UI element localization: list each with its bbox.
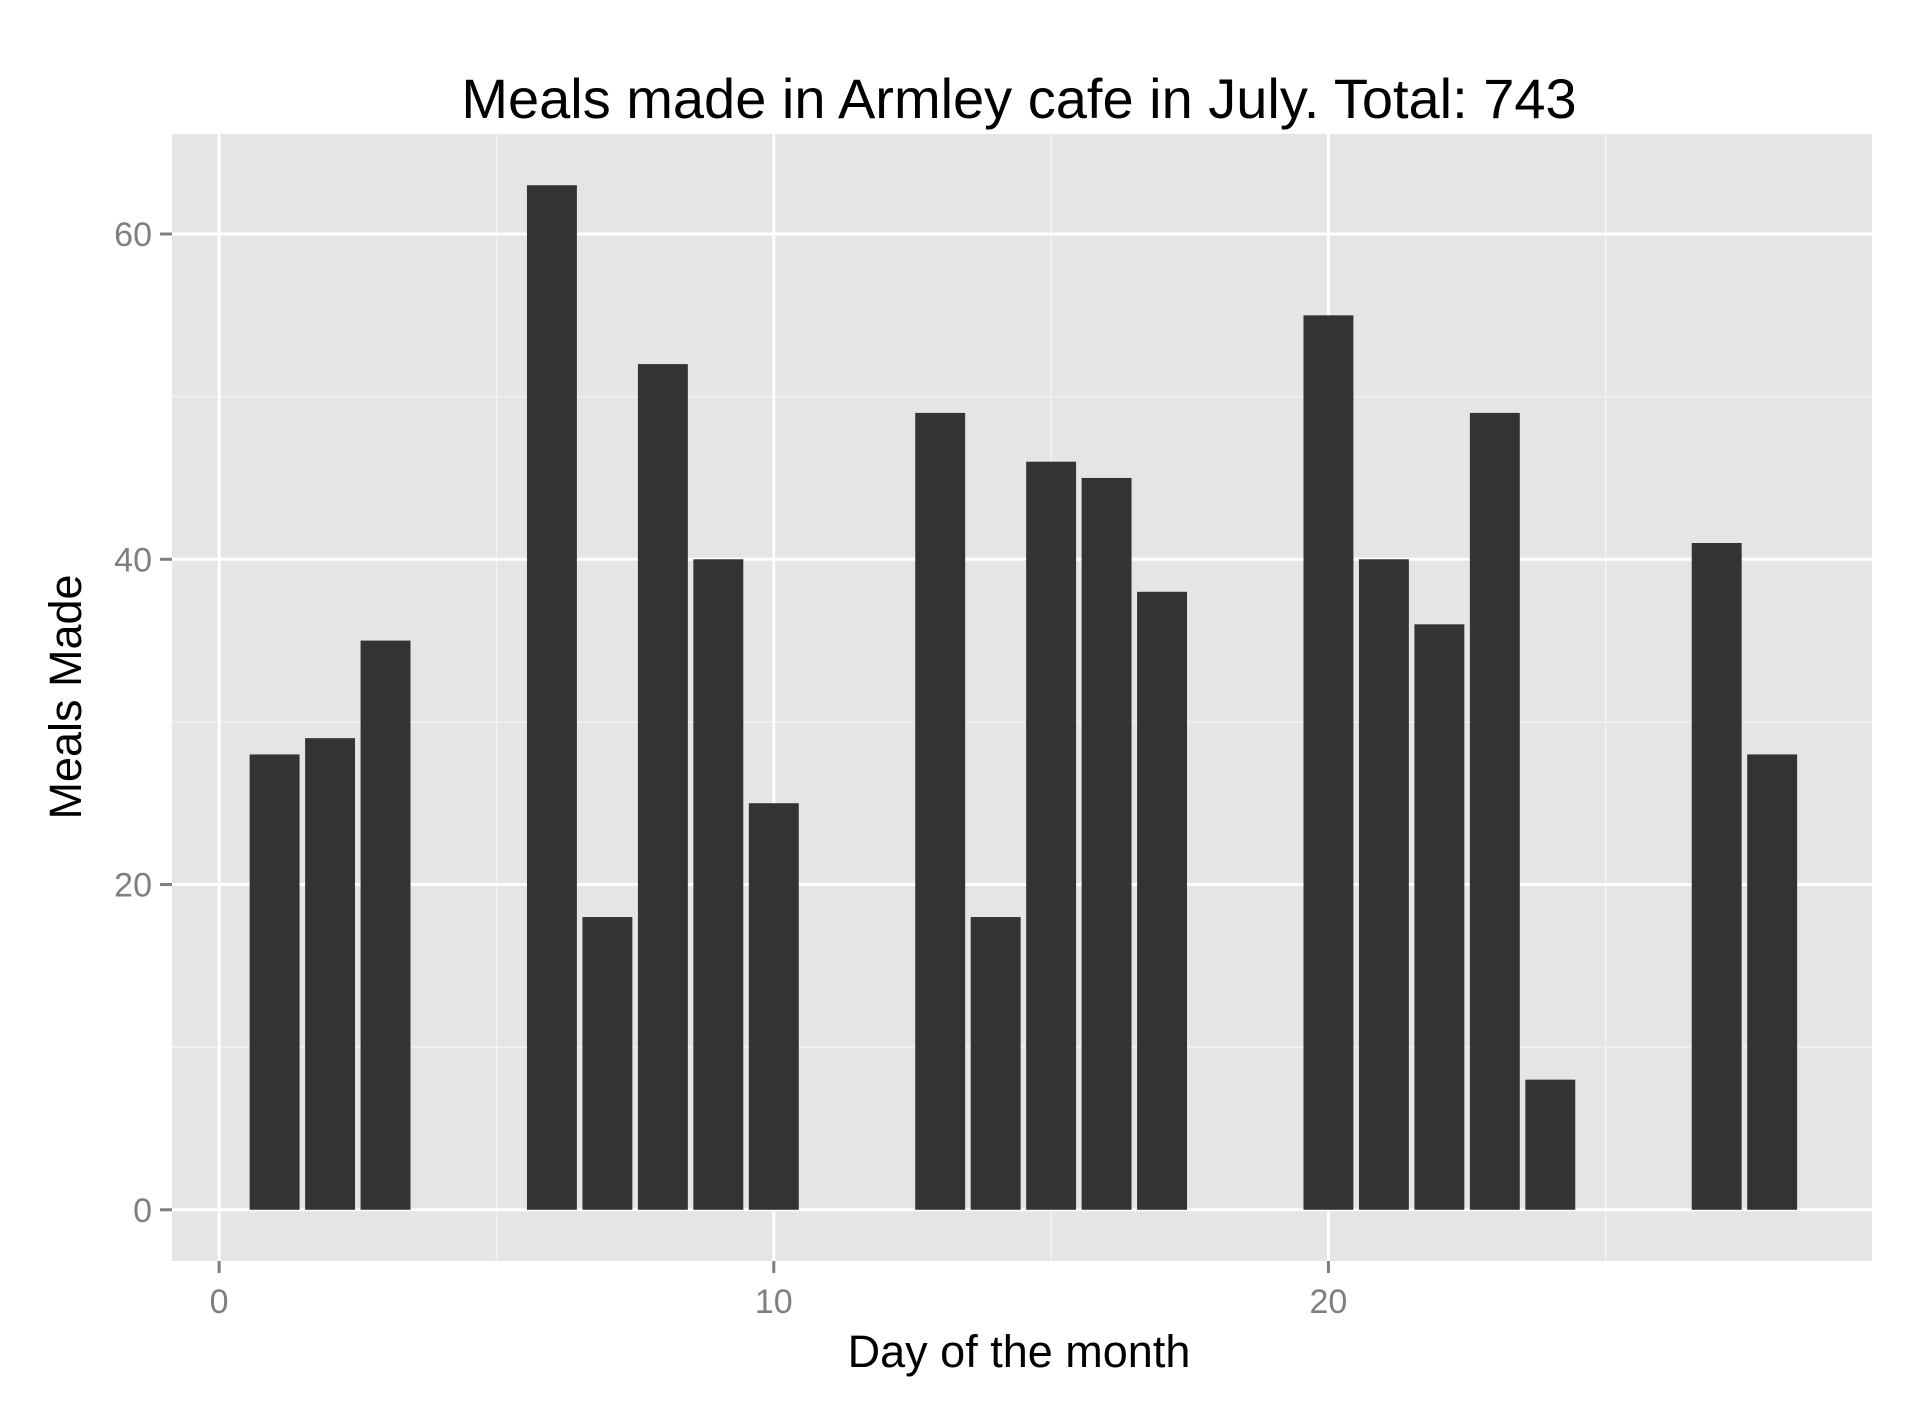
y-tick-label: 20 xyxy=(114,867,152,905)
x-tick-label: 10 xyxy=(755,1283,793,1321)
x-axis: 0 10 20 xyxy=(210,1261,1348,1321)
x-tick-label: 0 xyxy=(210,1283,229,1321)
bar-day-9 xyxy=(693,559,744,1210)
bar-day-10 xyxy=(748,803,799,1210)
bar-day-22 xyxy=(1414,624,1465,1210)
y-axis-title: Meals Made xyxy=(40,574,91,819)
bar-day-2 xyxy=(305,738,356,1210)
bars xyxy=(249,185,1798,1210)
bar-day-1 xyxy=(249,754,300,1210)
bar-day-14 xyxy=(970,917,1021,1210)
bar-day-24 xyxy=(1525,1079,1576,1210)
x-tick-label: 20 xyxy=(1310,1283,1348,1321)
bar-day-6 xyxy=(526,185,577,1210)
y-tick-label: 0 xyxy=(133,1192,152,1230)
bar-day-17 xyxy=(1137,591,1188,1210)
bar-day-23 xyxy=(1469,412,1520,1210)
y-tick-label: 60 xyxy=(114,216,152,254)
y-tick-label: 40 xyxy=(114,541,152,579)
minor-gridlines xyxy=(172,134,1872,1261)
plot-panel xyxy=(172,134,1872,1261)
bar-day-7 xyxy=(582,917,633,1210)
bar-day-3 xyxy=(360,640,411,1210)
bar-day-21 xyxy=(1358,559,1409,1210)
bar-day-20 xyxy=(1303,315,1354,1210)
bar-day-28 xyxy=(1747,754,1798,1210)
bar-day-27 xyxy=(1691,543,1742,1210)
bar-day-13 xyxy=(915,412,966,1210)
bar-day-8 xyxy=(637,364,688,1210)
bar-day-15 xyxy=(1026,461,1077,1210)
chart-title: Meals made in Armley cafe in July. Total… xyxy=(461,67,1576,130)
x-axis-title: Day of the month xyxy=(848,1326,1191,1377)
y-axis: 0 20 40 60 xyxy=(114,216,172,1230)
bar-day-16 xyxy=(1081,477,1132,1210)
